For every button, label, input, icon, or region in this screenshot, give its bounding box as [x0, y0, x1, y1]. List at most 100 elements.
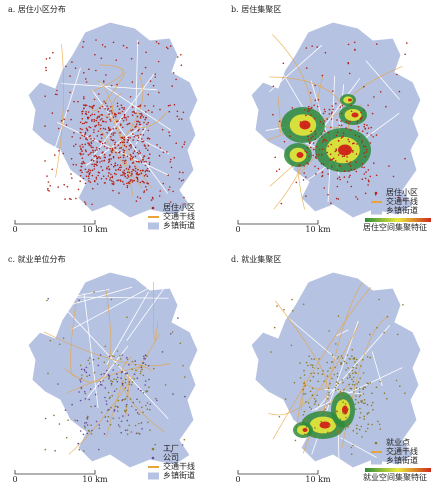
point	[350, 185, 353, 188]
point	[136, 151, 139, 154]
point	[47, 181, 50, 183]
point	[345, 127, 347, 129]
point	[82, 177, 85, 180]
point	[335, 381, 338, 383]
point	[327, 193, 329, 196]
heat-zone	[351, 112, 359, 118]
point	[82, 160, 84, 163]
point	[112, 116, 115, 118]
point	[115, 121, 118, 123]
point	[89, 388, 92, 390]
point	[121, 141, 124, 144]
point	[320, 434, 323, 436]
point	[67, 110, 69, 112]
point	[351, 349, 354, 351]
point	[309, 141, 311, 143]
point	[98, 155, 100, 158]
point	[84, 392, 87, 395]
point	[108, 113, 110, 115]
point	[81, 171, 83, 174]
point	[94, 393, 97, 396]
point	[95, 119, 97, 122]
point	[105, 400, 108, 402]
point	[397, 333, 399, 336]
point	[126, 389, 129, 392]
point	[352, 151, 354, 153]
point	[108, 158, 110, 161]
point	[290, 344, 293, 347]
point	[145, 116, 147, 119]
point	[395, 379, 398, 382]
point	[367, 184, 369, 186]
point	[83, 390, 86, 393]
point	[362, 393, 365, 395]
point	[56, 89, 58, 92]
point	[331, 158, 334, 161]
point	[113, 172, 116, 175]
point	[135, 160, 138, 163]
point	[106, 167, 108, 169]
heat-legend-bar	[365, 218, 431, 222]
point	[121, 174, 124, 176]
point	[134, 364, 137, 366]
point	[89, 171, 91, 174]
point	[101, 384, 103, 386]
road	[106, 373, 130, 437]
point	[154, 76, 157, 78]
point	[379, 380, 381, 383]
point	[360, 401, 363, 403]
point	[117, 168, 120, 171]
point	[157, 60, 160, 63]
point	[140, 370, 142, 373]
point	[326, 431, 329, 434]
point	[183, 438, 186, 441]
point	[337, 430, 340, 433]
point	[327, 173, 329, 175]
point	[90, 142, 93, 145]
point	[336, 177, 339, 180]
point	[48, 57, 51, 59]
point	[140, 365, 143, 367]
point	[139, 169, 142, 172]
point	[352, 372, 354, 375]
point	[314, 427, 316, 429]
point	[342, 391, 345, 393]
point	[335, 389, 337, 392]
point	[176, 56, 179, 58]
point	[129, 398, 132, 400]
point	[135, 200, 138, 202]
point	[96, 149, 98, 151]
heat-zone	[348, 98, 352, 102]
point	[90, 405, 92, 408]
point	[137, 168, 139, 171]
point	[119, 164, 122, 167]
point	[84, 149, 87, 151]
point	[121, 106, 123, 109]
point	[161, 351, 164, 353]
point	[312, 142, 315, 144]
point	[339, 106, 342, 108]
legend-label: 乡镇街道	[386, 205, 418, 215]
point	[335, 343, 337, 345]
point	[360, 141, 363, 144]
point	[89, 153, 91, 155]
point	[340, 355, 343, 357]
point	[159, 147, 161, 149]
legend-symbol	[371, 207, 382, 215]
point	[310, 364, 312, 366]
point	[122, 415, 124, 417]
point	[161, 128, 164, 131]
point	[128, 381, 131, 383]
point	[170, 333, 172, 335]
point	[306, 147, 309, 149]
point	[182, 179, 185, 181]
point	[117, 424, 120, 426]
point	[364, 386, 367, 389]
point	[317, 99, 320, 101]
point	[351, 369, 354, 372]
point	[350, 129, 352, 131]
point	[371, 423, 373, 426]
point	[335, 384, 337, 387]
point	[71, 136, 73, 138]
point	[106, 420, 109, 422]
